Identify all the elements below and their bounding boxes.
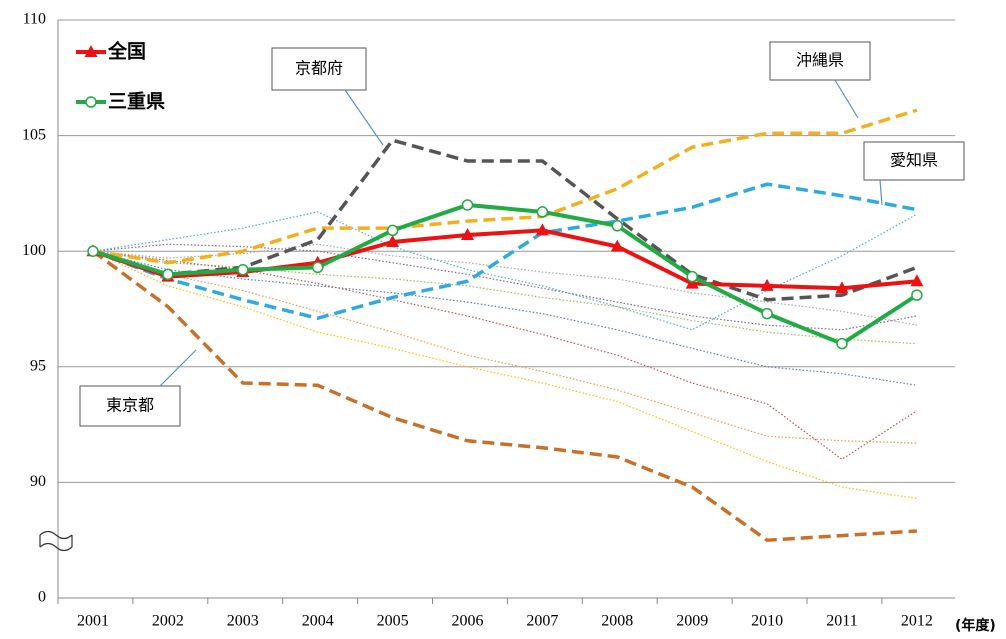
x-tick-label: 2008 — [601, 613, 633, 630]
marker — [162, 268, 174, 281]
y-tick-label: 110 — [23, 11, 46, 28]
series-line — [92, 182, 918, 321]
marker — [536, 206, 549, 218]
background-line — [92, 250, 917, 444]
legend-label: 三重県 — [108, 91, 165, 113]
x-tick-label: 2001 — [77, 613, 109, 630]
marker — [535, 223, 549, 236]
marker — [911, 289, 923, 301]
x-tick-label: 2007 — [526, 613, 558, 630]
y-tick-label: 95 — [30, 357, 46, 374]
marker — [610, 239, 624, 252]
axis-break — [39, 530, 73, 552]
legend-label: 全国 — [107, 40, 146, 63]
x-tick-label: 2006 — [452, 613, 484, 630]
callout-label: 愛知県 — [890, 151, 938, 170]
x-tick-label: 2010 — [751, 613, 783, 630]
y-tick-label: 90 — [30, 473, 46, 490]
marker — [836, 337, 848, 350]
marker — [611, 220, 624, 232]
callout-label: 東京都 — [106, 396, 154, 415]
callout-label: 沖縄県 — [796, 51, 844, 70]
x-tick-label: 2003 — [227, 613, 259, 630]
x-tick-label: 2012 — [901, 613, 933, 630]
background-line — [92, 243, 918, 326]
callout-box — [79, 385, 181, 427]
series-line — [92, 108, 918, 265]
callout-label: 京都府 — [295, 59, 343, 78]
y-tick-label: 105 — [22, 126, 46, 143]
callout-arrow — [344, 89, 384, 146]
marker — [461, 199, 474, 211]
callout-box — [769, 41, 871, 81]
callout-box — [863, 141, 965, 181]
marker — [910, 274, 924, 287]
marker — [386, 234, 400, 247]
x-tick-label: 2005 — [377, 613, 409, 630]
x-axis-label: (年度) — [955, 617, 996, 634]
marker — [685, 276, 699, 289]
background-line — [92, 250, 917, 386]
background-line — [92, 211, 918, 331]
background-lines — [57, 19, 955, 604]
y-tick-label: 0 — [38, 589, 46, 606]
marker — [461, 228, 474, 241]
y-tick-label: 100 — [22, 242, 46, 259]
marker — [760, 278, 774, 291]
marker — [311, 261, 324, 274]
x-tick-label: 2011 — [826, 613, 857, 630]
background-line — [92, 243, 918, 331]
series-line — [92, 138, 918, 302]
callout-arrow — [879, 179, 883, 206]
legend-marker — [85, 96, 97, 108]
callout-box — [271, 47, 367, 91]
x-tick-label: 2009 — [676, 613, 708, 630]
background-line — [92, 250, 918, 461]
x-tick-label: 2004 — [302, 613, 334, 630]
background-line — [92, 250, 917, 345]
series-line — [91, 249, 918, 542]
background-line — [92, 250, 917, 500]
callouts — [79, 41, 965, 427]
series-line — [92, 228, 918, 291]
x-tick-label: 2002 — [152, 613, 184, 630]
marker — [835, 281, 849, 294]
marker — [237, 263, 249, 276]
marker — [87, 245, 99, 257]
legend-marker — [84, 45, 98, 57]
marker — [686, 270, 698, 283]
marker — [761, 307, 773, 320]
callout-arrow — [834, 79, 859, 119]
series-line — [92, 202, 918, 346]
marker — [386, 224, 399, 237]
callout-arrow — [159, 349, 197, 387]
